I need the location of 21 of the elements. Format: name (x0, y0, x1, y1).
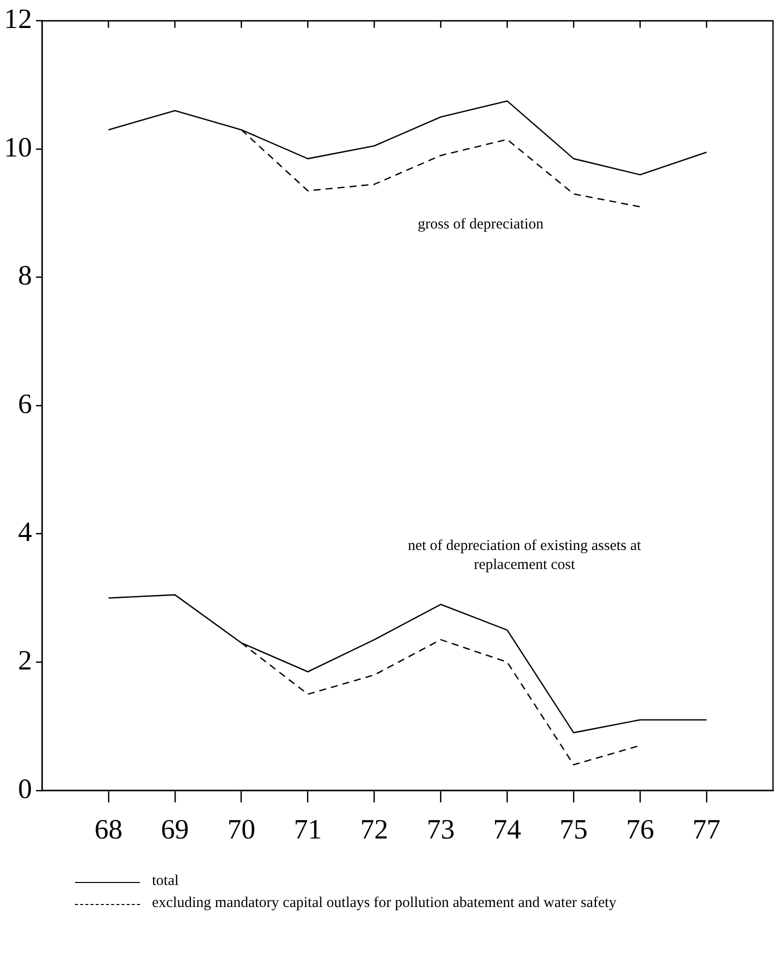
x-tick-label: 77 (692, 814, 721, 846)
x-tick-label: 74 (493, 814, 522, 846)
legend-label: total (152, 872, 179, 890)
x-tick-label: 72 (360, 814, 388, 846)
annotation: net of depreciation of existing assets at replacement cost (408, 538, 642, 574)
x-tick-label: 69 (160, 814, 189, 846)
x-tick-label: 71 (294, 814, 322, 846)
y-tick-label: 4 (18, 517, 32, 548)
annotation: gross of depreciation (418, 216, 544, 233)
x-tick-label: 68 (94, 814, 122, 846)
y-tick-label: 12 (4, 4, 32, 36)
y-tick-label: 8 (18, 260, 32, 292)
x-tick-label: 73 (426, 814, 455, 846)
x-tick-label: 70 (227, 814, 256, 846)
y-tick-label: 0 (18, 774, 32, 805)
y-tick-label: 6 (18, 388, 32, 420)
x-tick-label: 75 (560, 814, 588, 846)
y-tick-label: 10 (4, 132, 32, 164)
y-tick-label: 2 (18, 645, 32, 676)
x-tick-label: 76 (626, 814, 654, 846)
legend-label: excluding mandatory capital outlays for pollution abatement and water safety (152, 894, 616, 912)
